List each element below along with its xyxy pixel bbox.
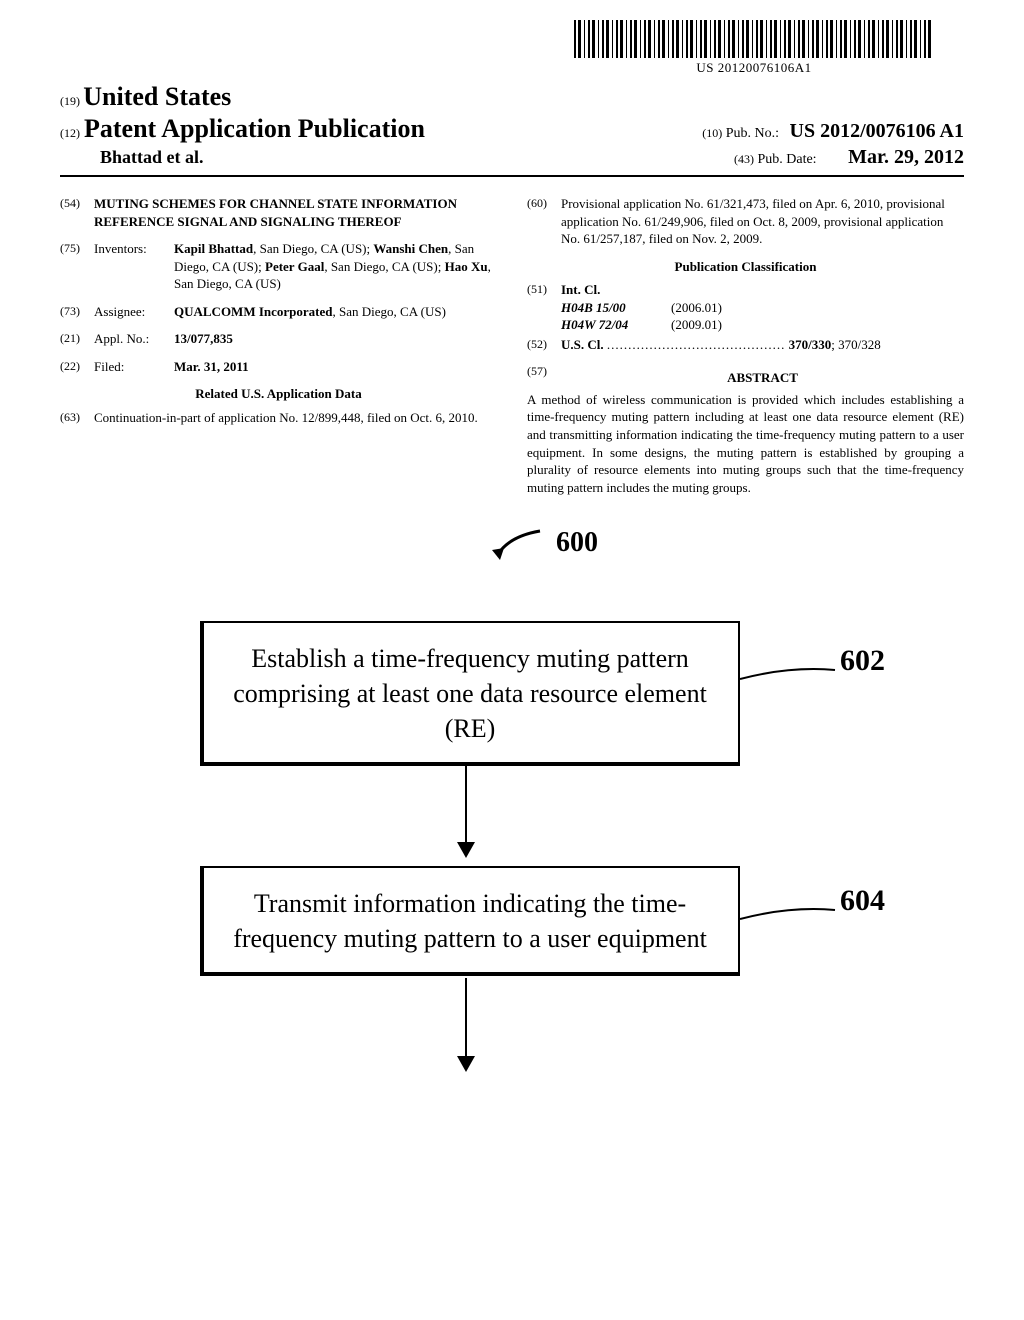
abstract-code: (57) <box>527 363 561 387</box>
flowchart-box-1: Establish a time-frequency muting patter… <box>200 621 740 766</box>
invention-title: MUTING SCHEMES FOR CHANNEL STATE INFORMA… <box>94 195 497 230</box>
uscl-code: (52) <box>527 336 561 354</box>
arrow-head-2 <box>457 1056 475 1072</box>
doctype: Patent Application Publication <box>84 114 425 143</box>
pubdate-code: (43) <box>734 152 754 166</box>
right-column: (60) Provisional application No. 61/321,… <box>527 195 964 496</box>
intcl-date-1: (2006.01) <box>671 299 722 317</box>
intcl-row: H04B 15/00 (2006.01) <box>561 299 964 317</box>
assignee-code: (73) <box>60 303 94 321</box>
abstract-heading: ABSTRACT <box>561 369 964 387</box>
country: United States <box>83 82 231 111</box>
intcl-code-2: H04W 72/04 <box>561 316 671 334</box>
arrow-1 <box>465 764 467 844</box>
cont-text: Continuation-in-part of application No. … <box>94 409 497 427</box>
barcode-area: US 20120076106A1 <box>574 20 934 76</box>
pubdate-label: Pub. Date: <box>757 152 816 167</box>
header-pubno: (10) Pub. No.: US 2012/0076106 A1 <box>702 120 964 143</box>
abstract-text: A method of wireless communication is pr… <box>527 391 964 496</box>
filed-value: Mar. 31, 2011 <box>174 358 497 376</box>
filed-label: Filed: <box>94 358 174 376</box>
barcode-graphic <box>574 20 934 58</box>
pubno: US 2012/0076106 A1 <box>790 120 964 142</box>
flowchart-figure: 600 Establish a time-frequency muting pa… <box>60 526 964 1166</box>
flowchart-box-2: Transmit information indicating the time… <box>200 866 740 976</box>
figure-number: 600 <box>556 527 598 559</box>
assignee-value: QUALCOMM Incorporated, San Diego, CA (US… <box>174 303 497 321</box>
authors: Bhattad et al. <box>60 147 204 168</box>
intcl-code: (51) <box>527 281 561 334</box>
pubno-label: Pub. No.: <box>726 126 779 141</box>
biblio-columns: (54) MUTING SCHEMES FOR CHANNEL STATE IN… <box>60 195 964 496</box>
country-code: (19) <box>60 94 80 108</box>
pubdate-block: (43) Pub. Date: Mar. 29, 2012 <box>734 146 964 169</box>
flowchart-box-1-text: Establish a time-frequency muting patter… <box>233 644 707 743</box>
intcl-row: H04W 72/04 (2009.01) <box>561 316 964 334</box>
intcl-date-2: (2009.01) <box>671 316 722 334</box>
intcl-code-1: H04B 15/00 <box>561 299 671 317</box>
inventors-list: Kapil Bhattad, San Diego, CA (US); Wansh… <box>174 240 497 293</box>
title-code: (54) <box>60 195 94 230</box>
curved-arrow-icon <box>490 526 550 560</box>
flowchart-box-2-text: Transmit information indicating the time… <box>233 889 707 953</box>
divider <box>60 175 964 177</box>
barcode-text: US 20120076106A1 <box>574 60 934 76</box>
inventors-label: Inventors: <box>94 240 174 293</box>
applno-label: Appl. No.: <box>94 330 174 348</box>
pubclass-heading: Publication Classification <box>527 258 964 276</box>
figure-label: 600 <box>490 526 598 560</box>
related-heading: Related U.S. Application Data <box>60 385 497 403</box>
header-doctype: (12) Patent Application Publication <box>60 114 425 144</box>
prov-code: (60) <box>527 195 561 248</box>
arrow-2 <box>465 978 467 1058</box>
uscl-line: U.S. Cl. ...............................… <box>561 336 964 354</box>
intcl-label: Int. Cl. <box>561 281 964 299</box>
doctype-code: (12) <box>60 126 80 140</box>
arrow-head-1 <box>457 842 475 858</box>
callout-1: 602 <box>840 644 885 678</box>
pubno-code: (10) <box>702 126 722 140</box>
left-column: (54) MUTING SCHEMES FOR CHANNEL STATE IN… <box>60 195 497 496</box>
applno-code: (21) <box>60 330 94 348</box>
prov-text: Provisional application No. 61/321,473, … <box>561 195 964 248</box>
assignee-label: Assignee: <box>94 303 174 321</box>
header-country-line: (19) United States <box>60 82 964 112</box>
callout-2: 604 <box>840 884 885 918</box>
filed-code: (22) <box>60 358 94 376</box>
cont-code: (63) <box>60 409 94 427</box>
applno-value: 13/077,835 <box>174 330 497 348</box>
inventors-code: (75) <box>60 240 94 293</box>
pubdate: Mar. 29, 2012 <box>848 146 964 168</box>
